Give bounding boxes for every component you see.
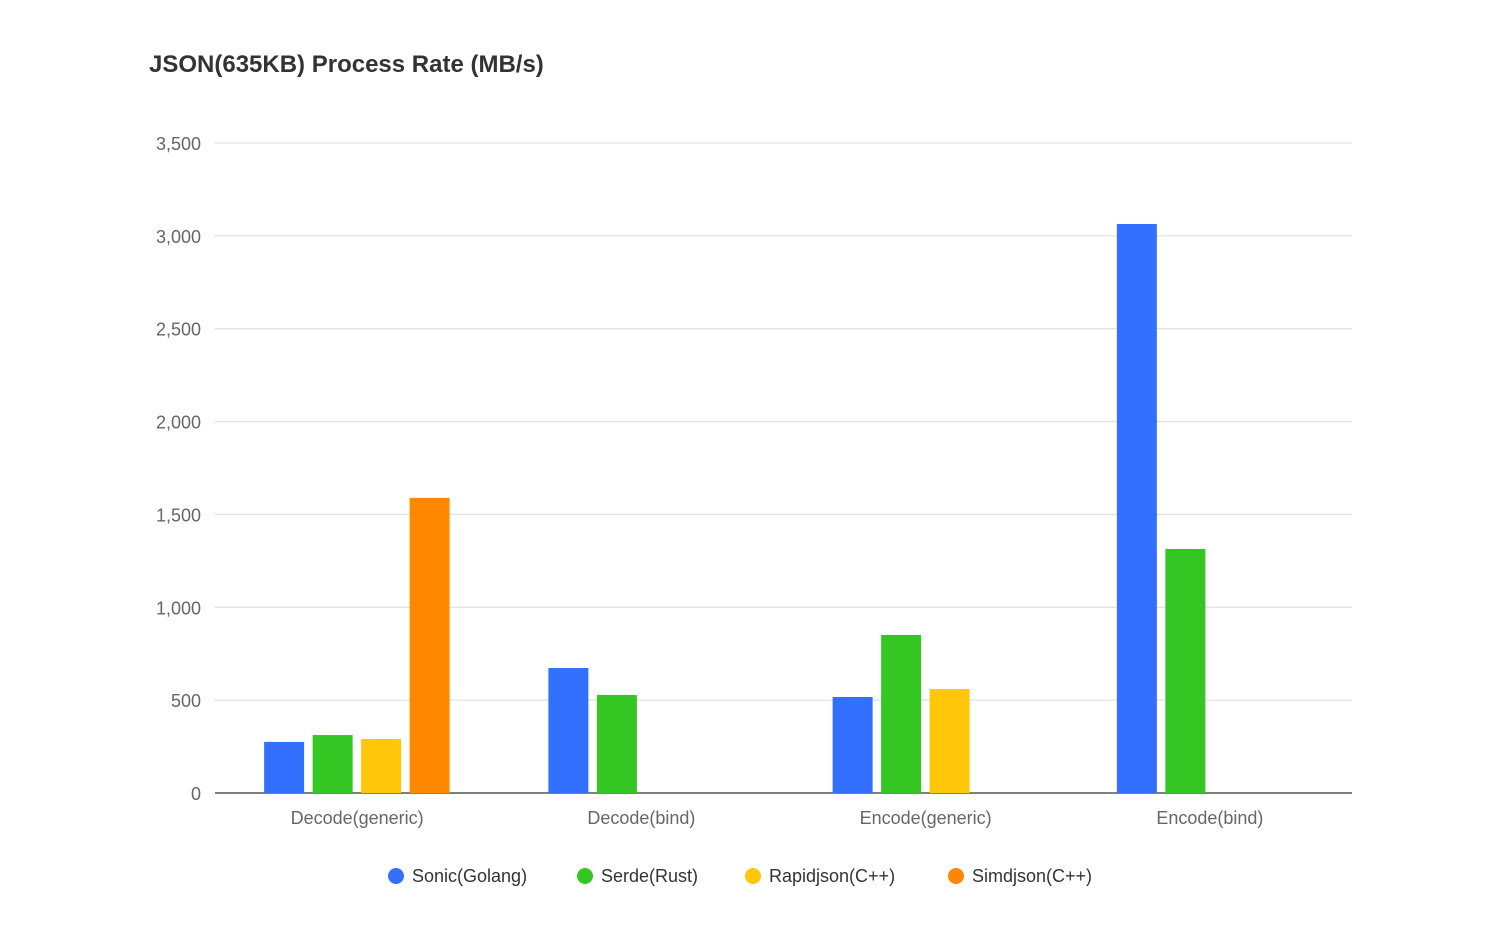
bar-serde-rust--3 bbox=[1165, 548, 1206, 793]
bar-serde-rust--0 bbox=[312, 735, 353, 793]
legend-marker bbox=[948, 868, 964, 884]
y-tick-label: 2,500 bbox=[156, 320, 201, 340]
x-tick-label: Encode(generic) bbox=[860, 808, 992, 828]
y-tick-label: 2,000 bbox=[156, 413, 201, 433]
legend-label: Sonic(Golang) bbox=[412, 866, 527, 886]
legend-marker bbox=[388, 868, 404, 884]
chart-title: JSON(635KB) Process Rate (MB/s) bbox=[149, 51, 544, 78]
legend-marker bbox=[577, 868, 593, 884]
y-tick-label: 3,500 bbox=[156, 134, 201, 154]
bar-rapidjson-c--0 bbox=[361, 738, 402, 793]
bar-simdjson-c--0 bbox=[409, 497, 450, 793]
y-tick-label: 0 bbox=[191, 784, 201, 804]
bar-rapidjson-c--2 bbox=[929, 689, 970, 793]
y-tick-label: 1,500 bbox=[156, 505, 201, 525]
bar-sonic-golang--1 bbox=[548, 668, 589, 793]
x-tick-label: Decode(generic) bbox=[291, 808, 424, 828]
bar-sonic-golang--2 bbox=[832, 696, 873, 793]
bar-serde-rust--2 bbox=[881, 634, 922, 793]
legend-marker bbox=[745, 868, 761, 884]
bar-serde-rust--1 bbox=[596, 694, 637, 793]
y-tick-label: 3,000 bbox=[156, 227, 201, 247]
bar-sonic-golang--0 bbox=[264, 741, 305, 793]
y-tick-label: 500 bbox=[171, 691, 201, 711]
legend-label: Rapidjson(C++) bbox=[769, 866, 895, 886]
bar-sonic-golang--3 bbox=[1116, 223, 1157, 793]
x-tick-label: Decode(bind) bbox=[587, 808, 695, 828]
x-tick-label: Encode(bind) bbox=[1156, 808, 1263, 828]
legend-label: Serde(Rust) bbox=[601, 866, 698, 886]
legend-label: Simdjson(C++) bbox=[972, 866, 1092, 886]
y-tick-label: 1,000 bbox=[156, 598, 201, 618]
